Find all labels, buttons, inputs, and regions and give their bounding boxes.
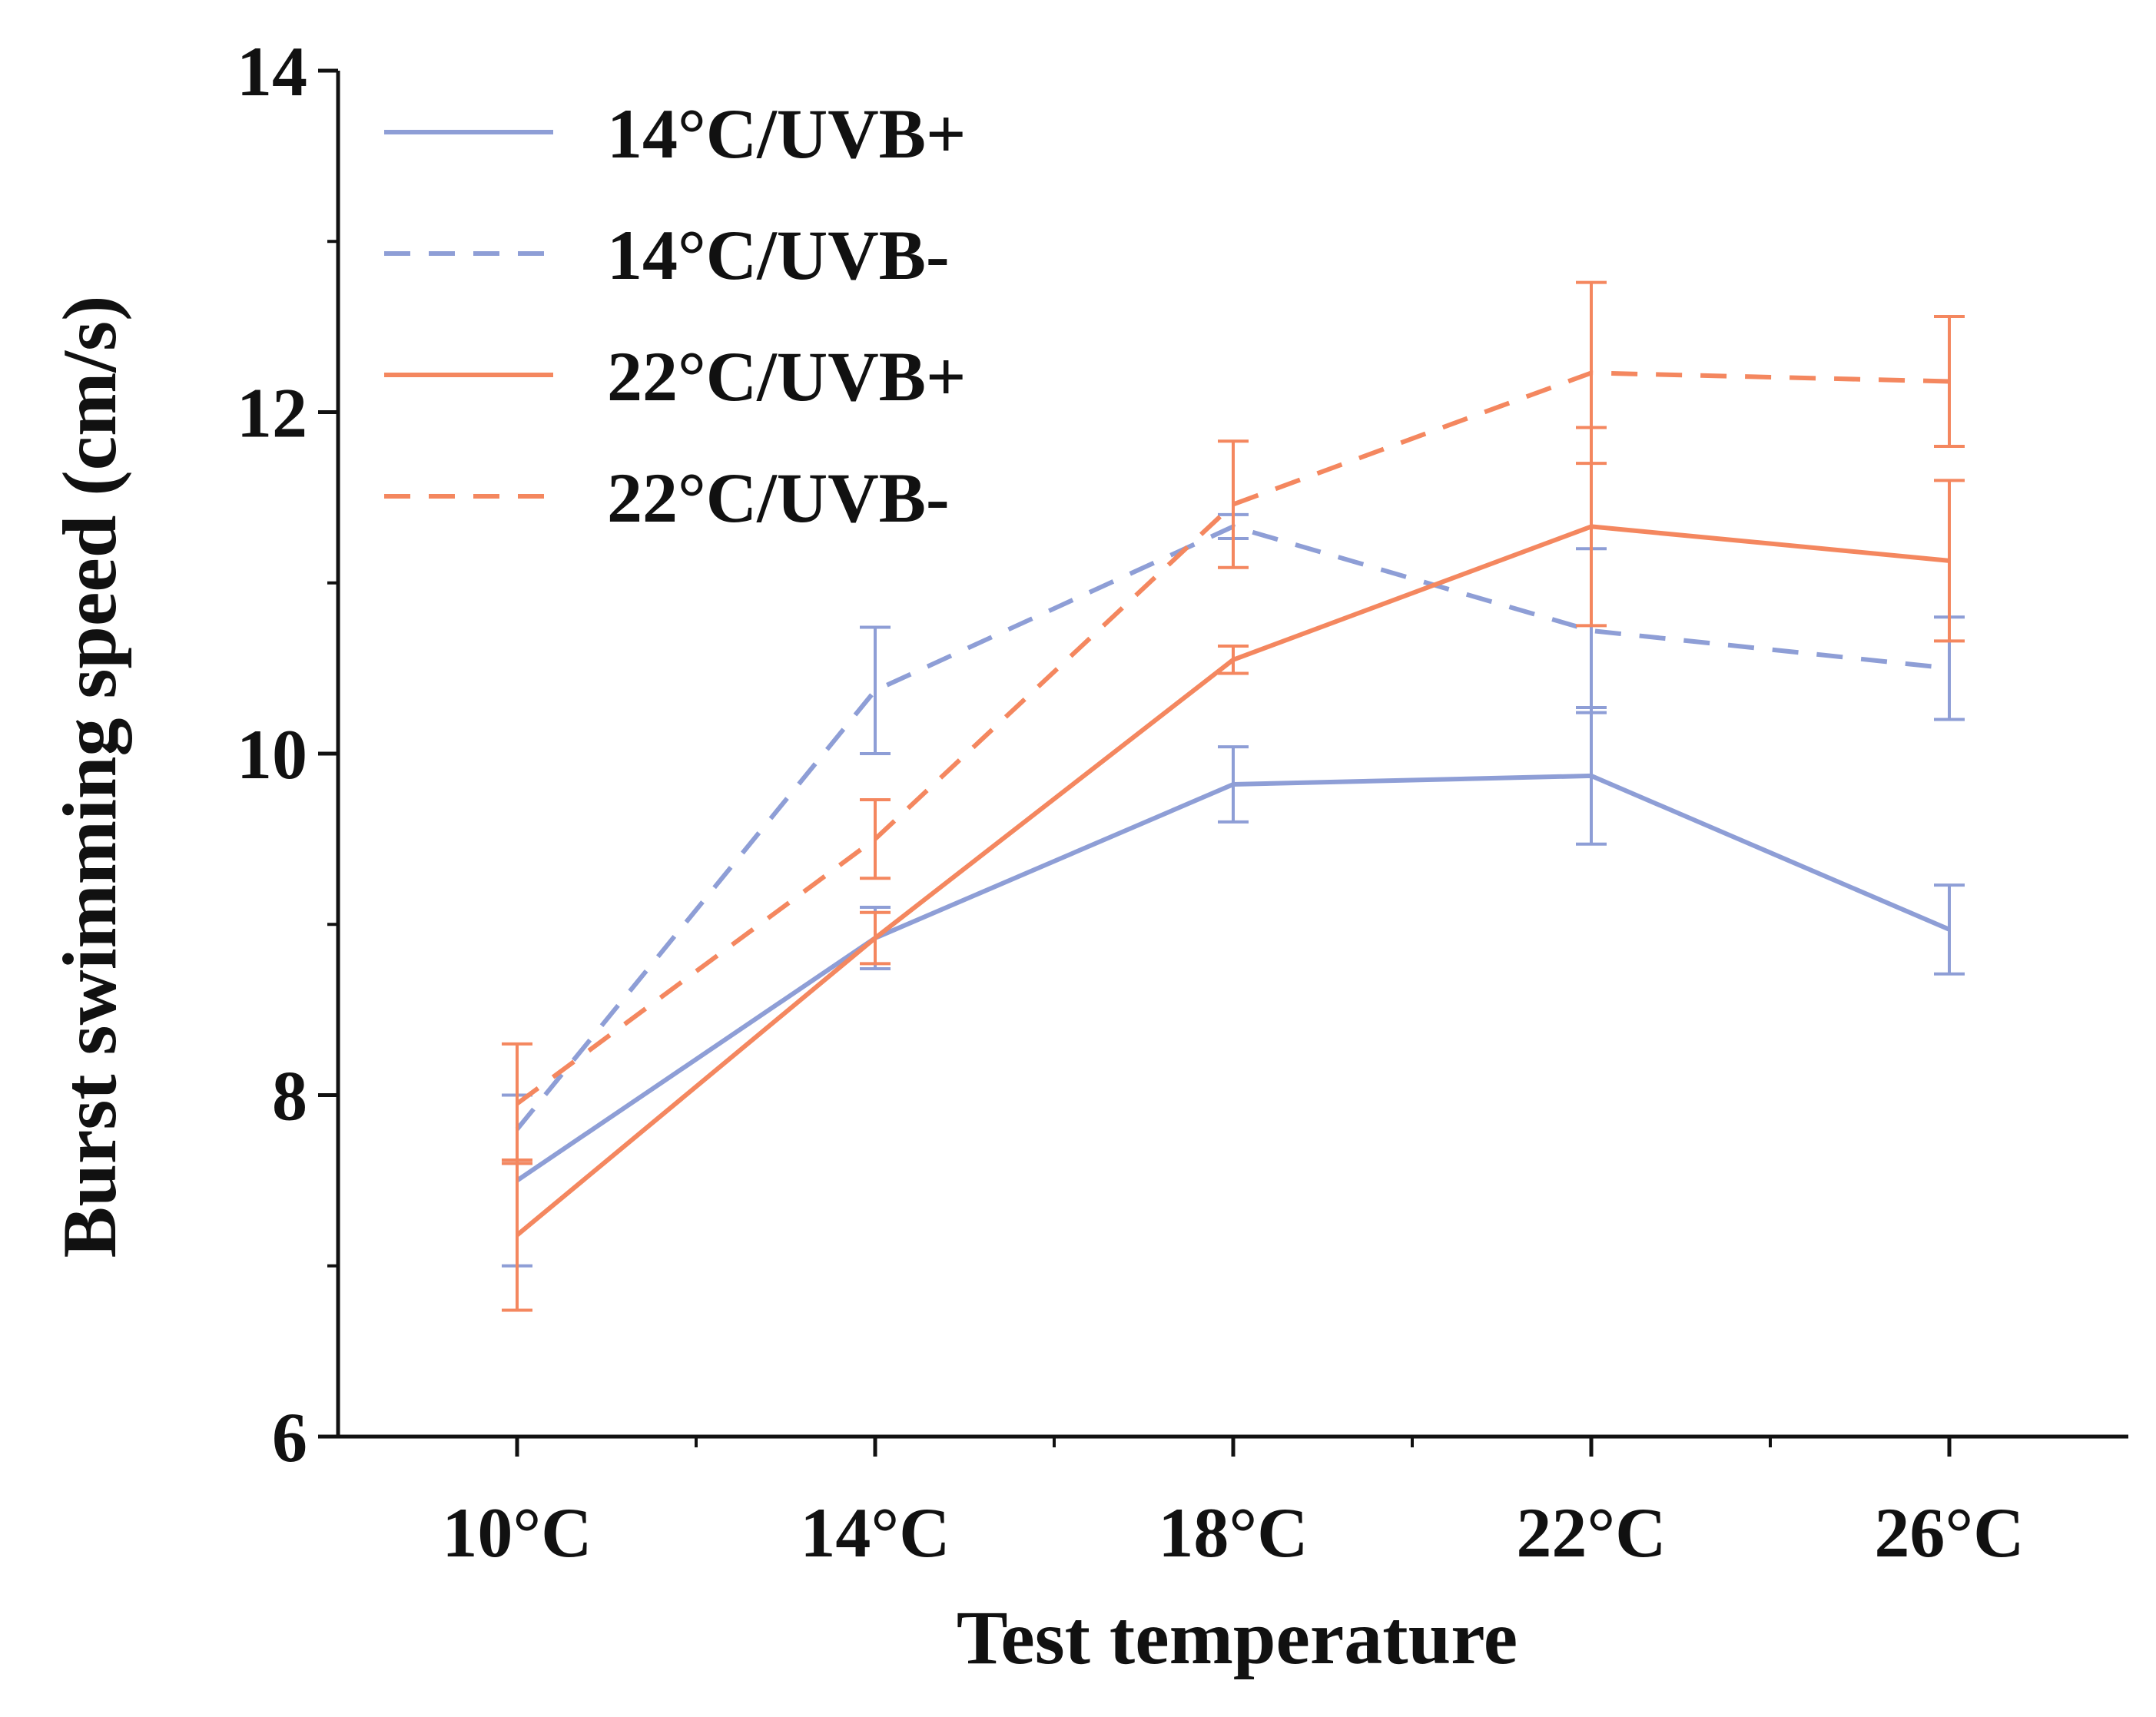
x-tick-label: 18°C bbox=[1158, 1493, 1308, 1572]
series-line bbox=[516, 524, 1950, 1238]
legend-label: 22°C/UVB- bbox=[607, 459, 950, 537]
error-bar bbox=[860, 798, 891, 880]
error-bar bbox=[1934, 315, 1965, 448]
series-line bbox=[516, 370, 1950, 1106]
series-lines bbox=[502, 280, 1965, 1312]
error-bar bbox=[502, 1158, 532, 1312]
error-bar bbox=[1218, 439, 1249, 569]
legend-item: 22°C/UVB- bbox=[384, 459, 950, 537]
error-bar bbox=[860, 625, 891, 755]
error-bar bbox=[1934, 883, 1965, 976]
y-tick-label: 8 bbox=[272, 1057, 307, 1135]
y-tick-label: 12 bbox=[237, 374, 307, 452]
error-bar bbox=[1218, 644, 1249, 675]
y-tick-label: 6 bbox=[272, 1398, 307, 1477]
legend-label: 22°C/UVB+ bbox=[607, 337, 966, 416]
series-line bbox=[515, 524, 1950, 1131]
y-axis-title: Burst swimming speed (cm/s) bbox=[47, 296, 132, 1258]
x-tick-label: 22°C bbox=[1516, 1493, 1666, 1572]
error-bar bbox=[860, 910, 891, 966]
legend-label: 14°C/UVB- bbox=[607, 216, 950, 294]
error-bar bbox=[502, 1042, 532, 1165]
legend-label: 14°C/UVB+ bbox=[607, 94, 966, 173]
legend-item: 14°C/UVB+ bbox=[384, 94, 966, 173]
legend-item: 22°C/UVB+ bbox=[384, 337, 966, 416]
series-14°C/UVB+ bbox=[502, 705, 1965, 1268]
y-tick-label: 14 bbox=[237, 32, 307, 111]
error-bar bbox=[1218, 745, 1249, 824]
error-bar bbox=[1576, 280, 1607, 466]
legend: 14°C/UVB+ 14°C/UVB- 22°C/UVB+ 22°C/UVB- bbox=[384, 94, 966, 537]
legend-item: 14°C/UVB- bbox=[384, 216, 950, 294]
error-bar bbox=[1934, 479, 1965, 643]
series-line bbox=[516, 773, 1951, 1183]
x-axis-title: Test temperature bbox=[957, 1595, 1517, 1680]
x-tick-label: 10°C bbox=[442, 1493, 592, 1572]
x-tick-label: 26°C bbox=[1874, 1493, 2024, 1572]
axis-ticks: 6 8 10 12 14 10°C 14°C 18°C 22°C 26°C bbox=[237, 32, 2025, 1572]
series-22°C/UVB- bbox=[502, 280, 1965, 1165]
y-tick-label: 10 bbox=[237, 715, 307, 794]
x-tick-label: 14°C bbox=[800, 1493, 950, 1572]
